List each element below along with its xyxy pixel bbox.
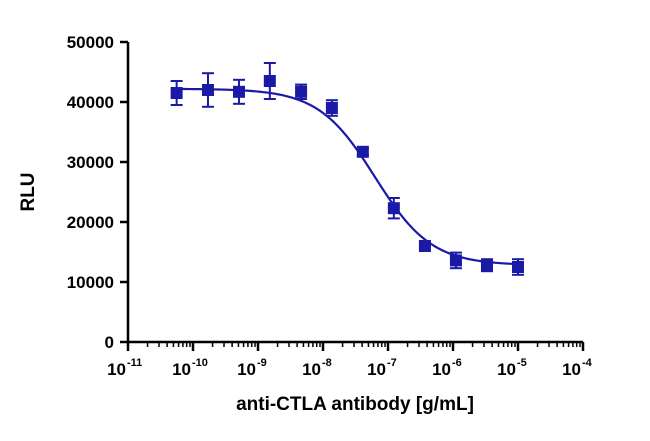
x-tick-label: 10 -9 — [237, 357, 267, 379]
data-points-layer — [170, 62, 524, 276]
x-tick-label-base: 10 — [432, 360, 451, 379]
data-point — [356, 145, 369, 158]
square-marker — [232, 85, 245, 98]
x-tick-label: 10 -6 — [432, 357, 462, 379]
x-tick-label-exponent: -5 — [517, 357, 527, 369]
y-tick-label: 40000 — [67, 93, 114, 112]
square-marker — [263, 75, 276, 87]
x-tick-label-base: 10 — [107, 360, 126, 379]
y-tick-label: 20000 — [67, 213, 114, 232]
x-tick-label-exponent: -11 — [127, 357, 142, 369]
square-marker — [295, 85, 308, 98]
x-axis-title: anti-CTLA antibody [g/mL] — [236, 394, 474, 415]
x-tick-label-exponent: -8 — [322, 357, 332, 369]
y-tick-label: 0 — [105, 333, 114, 352]
data-point — [418, 240, 431, 252]
data-point — [325, 99, 338, 117]
x-tick-label-base: 10 — [562, 360, 581, 379]
y-tick-label: 10000 — [67, 273, 114, 292]
x-tick-label-base: 10 — [302, 360, 321, 379]
y-tick-label: 30000 — [67, 153, 114, 172]
fit-curve-layer — [176, 87, 519, 266]
square-marker — [170, 87, 183, 99]
x-tick-label-exponent: -4 — [582, 357, 593, 369]
x-tick-label: 10 -8 — [302, 357, 332, 379]
square-marker — [356, 145, 369, 158]
x-tick-label-exponent: -9 — [257, 357, 267, 369]
square-marker — [449, 254, 462, 267]
x-tick-label: 10 -5 — [497, 357, 527, 379]
data-point — [295, 83, 308, 100]
square-marker — [418, 240, 431, 252]
square-marker — [325, 102, 338, 114]
square-marker — [387, 202, 400, 215]
data-point — [387, 197, 400, 220]
x-tick-label-exponent: -10 — [192, 357, 208, 369]
data-point — [263, 62, 276, 100]
x-tick-label-base: 10 — [237, 360, 256, 379]
data-point — [449, 251, 462, 270]
data-point — [512, 258, 524, 276]
data-point — [232, 78, 245, 105]
fit-curve — [176, 87, 519, 266]
data-point — [201, 72, 214, 108]
square-marker — [512, 261, 524, 273]
x-tick-label-exponent: -6 — [452, 357, 462, 369]
x-tick-label: 10 -4 — [562, 357, 593, 379]
data-point — [170, 80, 183, 106]
square-marker — [201, 84, 214, 96]
y-axis-title: RLU — [18, 172, 39, 211]
square-marker — [480, 259, 493, 272]
x-tick-label: 10 -10 — [172, 357, 208, 379]
x-tick-label-exponent: -7 — [387, 357, 397, 369]
x-tick-label-base: 10 — [367, 360, 386, 379]
data-point — [480, 258, 493, 273]
x-tick-label: 10 -11 — [107, 357, 142, 379]
x-tick-label-base: 10 — [497, 360, 516, 379]
x-tick-label-base: 10 — [172, 360, 191, 379]
x-tick-label: 10 -7 — [367, 357, 397, 379]
y-tick-label: 50000 — [67, 33, 114, 52]
